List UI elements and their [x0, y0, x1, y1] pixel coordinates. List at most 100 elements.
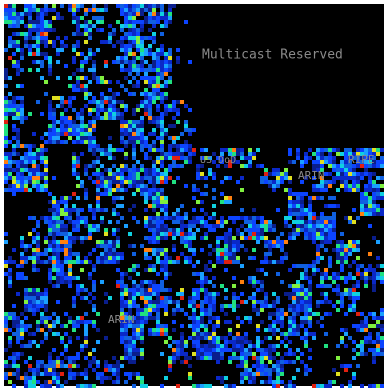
heat-cell [20, 144, 24, 148]
heat-cell [268, 184, 272, 188]
heat-cell [28, 20, 32, 24]
heat-cell [96, 144, 100, 148]
heat-cell [200, 280, 204, 284]
heat-cell [208, 244, 212, 248]
heat-cell [144, 100, 148, 104]
heat-cell [96, 116, 100, 120]
heat-cell [164, 180, 168, 184]
heat-cell [140, 28, 144, 32]
heat-cell [152, 304, 156, 308]
heat-cell [272, 356, 276, 360]
heat-cell [128, 320, 132, 324]
heat-cell [144, 36, 148, 40]
heat-cell [164, 200, 168, 204]
heat-cell [256, 308, 260, 312]
heat-cell [264, 348, 268, 352]
heat-cell [252, 276, 256, 280]
heat-cell [132, 288, 136, 292]
heat-cell [72, 8, 76, 12]
heat-cell [80, 344, 84, 348]
heat-cell [332, 164, 336, 168]
heat-cell [252, 248, 256, 252]
heat-cell [76, 88, 80, 92]
heat-cell [108, 260, 112, 264]
heat-cell [264, 240, 268, 244]
heat-cell [96, 244, 100, 248]
heat-cell [84, 256, 88, 260]
heat-cell [284, 352, 288, 356]
heat-cell [184, 224, 188, 228]
heat-cell [152, 204, 156, 208]
heat-cell [132, 168, 136, 172]
heat-cell [4, 156, 8, 160]
heat-cell [4, 8, 8, 12]
heat-cell [268, 224, 272, 228]
heat-cell [40, 260, 44, 264]
heat-cell [240, 232, 244, 236]
heat-cell [152, 128, 156, 132]
heat-cell [56, 136, 60, 140]
heat-cell [360, 208, 364, 212]
heat-cell [244, 356, 248, 360]
heat-cell [64, 64, 68, 68]
heat-cell [300, 212, 304, 216]
heat-cell [136, 72, 140, 76]
heat-cell [376, 348, 380, 352]
heat-cell [24, 384, 28, 388]
heat-cell [160, 96, 164, 100]
heat-cell [72, 96, 76, 100]
heat-cell [300, 320, 304, 324]
heat-cell [56, 364, 60, 368]
heat-cell [308, 332, 312, 336]
heat-cell [316, 148, 320, 152]
heat-cell [196, 216, 200, 220]
heat-cell [368, 200, 372, 204]
heat-cell [104, 176, 108, 180]
heat-cell [124, 48, 128, 52]
heat-cell [40, 340, 44, 344]
heat-cell [196, 260, 200, 264]
heat-cell [116, 184, 120, 188]
heat-cell [112, 172, 116, 176]
heat-cell [16, 152, 20, 156]
heat-cell [184, 184, 188, 188]
heat-cell [104, 80, 108, 84]
heat-cell [336, 284, 340, 288]
heat-cell [316, 236, 320, 240]
heat-cell [144, 280, 148, 284]
heat-cell [352, 296, 356, 300]
heat-cell [96, 48, 100, 52]
heat-cell [100, 92, 104, 96]
heat-cell [164, 152, 168, 156]
heat-cell [300, 360, 304, 364]
heat-cell [52, 260, 56, 264]
heat-cell [96, 228, 100, 232]
heat-cell [356, 160, 360, 164]
heat-cell [8, 372, 12, 376]
heat-cell [188, 296, 192, 300]
heat-cell [80, 372, 84, 376]
heat-cell [288, 268, 292, 272]
heat-cell [48, 208, 52, 212]
heat-cell [344, 292, 348, 296]
heat-cell [12, 16, 16, 20]
heat-cell [28, 256, 32, 260]
heat-cell [108, 252, 112, 256]
heat-cell [292, 204, 296, 208]
heat-cell [192, 188, 196, 192]
heat-cell [48, 64, 52, 68]
heat-cell [260, 304, 264, 308]
heat-cell [272, 292, 276, 296]
heat-cell [240, 188, 244, 192]
heat-cell [120, 308, 124, 312]
heat-cell [4, 180, 8, 184]
heat-cell [240, 164, 244, 168]
heat-cell [176, 156, 180, 160]
heat-cell [52, 28, 56, 32]
heat-cell [376, 332, 380, 336]
heat-cell [52, 220, 56, 224]
heat-cell [164, 52, 168, 56]
heat-cell [44, 172, 48, 176]
heat-cell [340, 172, 344, 176]
heat-cell [132, 372, 136, 376]
